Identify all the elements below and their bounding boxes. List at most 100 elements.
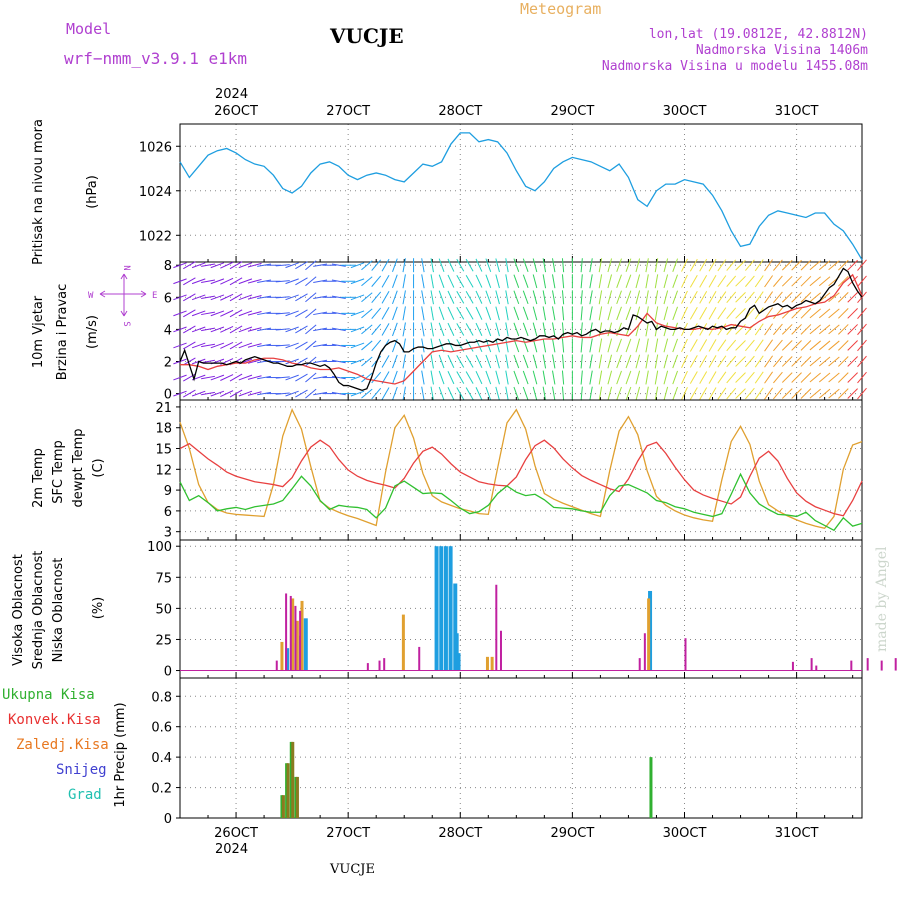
wind-arrow — [220, 374, 234, 381]
panel-wind: 0 2 4 6 8 — [164, 258, 867, 403]
wind-arrow — [295, 309, 308, 318]
wind-arrow — [809, 308, 821, 319]
wind-arrow — [838, 356, 849, 367]
wind-arrow — [800, 372, 812, 383]
wind-arrow — [681, 338, 688, 352]
cloud-bar — [366, 663, 369, 671]
wind-arrow — [635, 290, 641, 305]
wind-arrow — [781, 388, 793, 399]
wind-arrow — [745, 307, 755, 320]
cloud-bar — [295, 620, 299, 671]
wind-arrow — [828, 340, 840, 351]
wind-arrow — [513, 354, 520, 369]
wind-arrow — [210, 262, 225, 269]
y-tick-label: 25 — [155, 633, 172, 648]
wind-arrow — [828, 260, 840, 271]
wind-arrow — [580, 354, 583, 369]
wind-arrow — [295, 293, 308, 302]
wind-arrow — [313, 327, 328, 332]
wind-arrow — [561, 386, 565, 401]
wind-arrow — [847, 372, 858, 383]
cloud-ylabel-3: Niska Oblacnost — [51, 558, 66, 663]
y-tick-label: 3 — [164, 526, 172, 541]
wind-arrow — [532, 274, 538, 289]
wind-arrow — [513, 386, 520, 401]
wind-arrow — [331, 359, 346, 364]
wind-arrow — [681, 370, 688, 385]
wind-arrow — [589, 258, 593, 273]
wind-arrow — [285, 294, 299, 301]
wind-arrow — [791, 291, 802, 303]
wind-arrow — [238, 342, 253, 349]
wind-arrow — [456, 387, 465, 400]
wind-arrow — [173, 278, 187, 285]
wind-arrow — [275, 344, 290, 347]
wind-arrow — [295, 389, 308, 398]
wind-arrow — [818, 292, 831, 303]
wind-arrow — [350, 358, 365, 365]
temp-ylabel-2: SFC Temp — [51, 440, 66, 504]
cloud-bar — [448, 546, 453, 671]
wind-arrow — [847, 291, 858, 303]
wind-arrow — [295, 325, 308, 334]
wind-arrow — [513, 274, 520, 289]
wind-arrow — [542, 290, 547, 305]
wind-arrow — [781, 340, 793, 351]
wind-arrow — [745, 387, 755, 400]
wind-arrow — [818, 260, 831, 271]
y-tick-label: 4 — [164, 323, 172, 338]
panel-precipitation: 0 0.2 0.4 0.6 0.8 — [151, 677, 863, 827]
wind-arrow — [672, 338, 679, 353]
wind-arrow — [754, 323, 764, 336]
wind-arrow — [361, 356, 373, 367]
wind-arrow — [392, 322, 398, 337]
cloud-bar — [850, 660, 853, 671]
wind-arrow — [689, 274, 698, 288]
coords-text: lon,lat (19.0812E, 42.8812N) — [649, 27, 868, 42]
wind-arrow — [522, 306, 529, 321]
y-tick-label: 0.8 — [151, 690, 172, 705]
panel-frame — [179, 677, 863, 819]
wind-arrow — [645, 370, 649, 385]
wind-arrow — [313, 343, 328, 348]
wind-arrow — [708, 307, 717, 320]
wind-arrow — [201, 359, 216, 364]
pressure-unit: (hPa) — [85, 175, 100, 209]
wind-arrow — [542, 370, 547, 385]
wind-arrow — [551, 354, 556, 369]
wind-arrow — [247, 295, 262, 300]
wind-arrow — [773, 371, 783, 384]
wind-arrow — [371, 323, 382, 336]
wind-arrow — [229, 293, 243, 302]
wind-arrow — [699, 355, 708, 368]
wind-arrow — [828, 292, 840, 303]
wind-ylabel-1: 10m Vjetar — [31, 295, 46, 368]
wind-arrow — [485, 306, 492, 321]
wind-arrow — [381, 355, 390, 368]
wind-arrow — [275, 312, 290, 315]
wind-arrow — [430, 322, 434, 337]
wind-arrow — [350, 310, 365, 317]
wind-arrow — [773, 387, 783, 400]
wind-arrow — [654, 370, 659, 385]
wind-arrow — [773, 259, 783, 271]
wind-arrow — [465, 355, 474, 368]
wind-arrow — [350, 342, 365, 349]
wind-arrow — [532, 370, 538, 385]
wind-arrow — [542, 386, 547, 401]
wind-arrow — [625, 338, 632, 353]
wind-arrow — [421, 386, 425, 401]
top-tick-label: 31OCT — [775, 104, 819, 119]
panel-frame — [179, 399, 863, 541]
wind-arrow — [392, 370, 398, 385]
wind-arrow — [598, 354, 603, 369]
wind-arrow — [247, 278, 262, 284]
wind-arrow — [689, 290, 698, 304]
wind-arrow — [275, 376, 290, 379]
y-tick-label: 21 — [155, 401, 172, 416]
wind-arrow — [708, 387, 717, 400]
wind-arrow — [781, 291, 793, 303]
wind-arrow — [475, 274, 483, 288]
y-tick-label: 9 — [164, 484, 172, 499]
wind-arrow — [635, 370, 641, 385]
